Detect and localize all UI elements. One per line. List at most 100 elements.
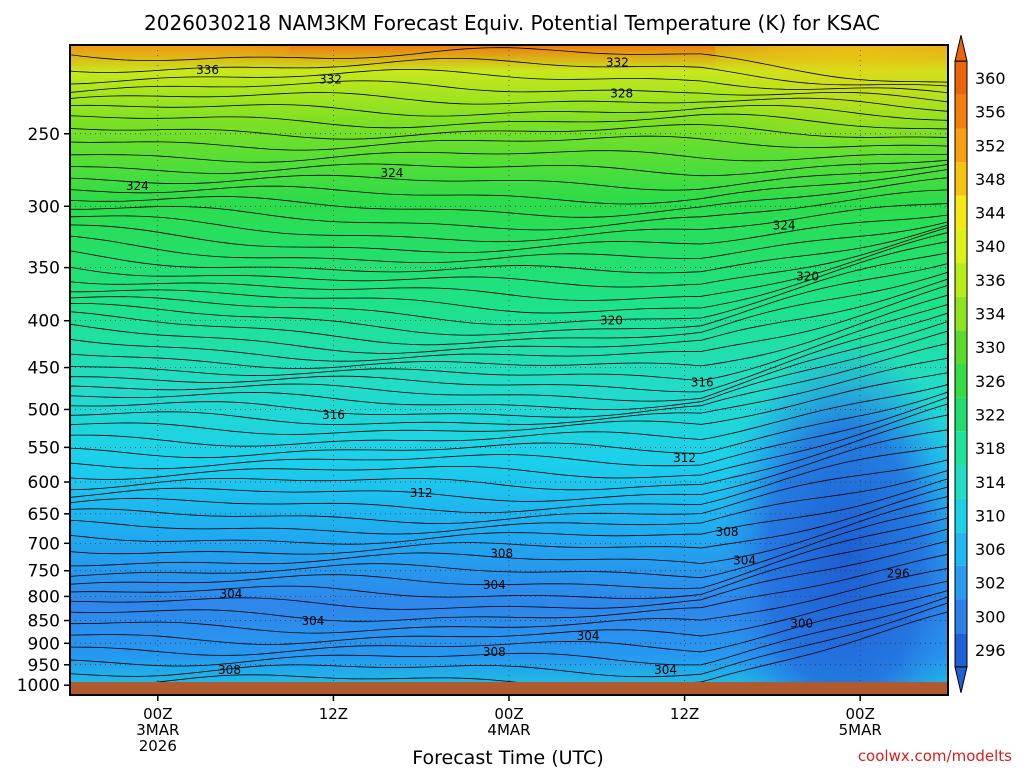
colorbar-label: 326 xyxy=(975,372,1006,391)
colorbar-swatch xyxy=(955,565,967,600)
x-tick-label: 4MAR xyxy=(487,721,530,739)
contour-line xyxy=(70,568,948,634)
contour-line xyxy=(70,611,948,689)
colorbar-frame xyxy=(954,60,968,668)
contour-line xyxy=(70,241,948,314)
y-tick-label: 1000 xyxy=(17,676,60,696)
contour-label: 304 xyxy=(301,614,324,628)
colorbar-label: 344 xyxy=(975,204,1006,223)
cold-trough xyxy=(715,340,948,695)
x-tick-label: 12Z xyxy=(670,705,699,723)
contour-line xyxy=(70,232,948,301)
contour-line xyxy=(70,80,948,103)
contour-line xyxy=(70,189,948,231)
contour-line xyxy=(70,469,948,535)
contour-line xyxy=(70,396,948,470)
colorbar-label: 322 xyxy=(975,405,1006,424)
x-axis-title: Forecast Time (UTC) xyxy=(412,747,603,768)
y-tick-label: 400 xyxy=(28,312,60,332)
contour-label: 304 xyxy=(220,587,243,601)
contour-label: 304 xyxy=(483,578,506,592)
y-axis: 2503003504004505005506006507007508008509… xyxy=(17,125,70,696)
colorbar-swatch xyxy=(955,61,967,95)
colorbar-swatch xyxy=(955,397,967,432)
contour-line xyxy=(70,159,948,177)
contour-label: 296 xyxy=(887,566,910,580)
contour-line xyxy=(70,445,948,514)
x-tick-label: 00Z xyxy=(494,705,523,723)
y-tick-label: 650 xyxy=(28,505,60,525)
contour-line xyxy=(70,150,948,163)
contour-line xyxy=(70,459,948,524)
y-tick-label: 600 xyxy=(28,473,60,493)
contour-label: 308 xyxy=(490,546,513,560)
contour-label: 320 xyxy=(796,270,819,284)
colorbar-label: 352 xyxy=(975,136,1006,155)
contour-label: 324 xyxy=(380,166,403,180)
colorbar-label: 340 xyxy=(975,237,1006,256)
contour-label: 332 xyxy=(319,72,342,86)
y-tick-label: 450 xyxy=(28,359,60,379)
y-tick-label: 850 xyxy=(28,612,60,632)
y-tick-label: 350 xyxy=(28,259,60,279)
colorbar-swatch xyxy=(955,464,967,499)
contour-label: 312 xyxy=(410,486,433,500)
contour-label: 336 xyxy=(196,63,219,77)
contour-line xyxy=(70,294,948,369)
colorbar-label: 336 xyxy=(975,271,1006,290)
y-tick-label: 700 xyxy=(28,534,60,554)
y-tick-label: 250 xyxy=(28,125,60,145)
contour-line xyxy=(70,320,948,402)
colorbar-swatch xyxy=(955,195,967,230)
contour-label: 328 xyxy=(610,87,633,101)
warm-cap xyxy=(715,45,948,195)
contour-line xyxy=(70,391,948,459)
contour-line xyxy=(70,47,948,83)
colorbar-swatch xyxy=(955,296,967,331)
contour-label: 320 xyxy=(600,314,623,328)
contour-line xyxy=(70,384,948,447)
contour-label: 312 xyxy=(673,451,696,465)
contour-label: 304 xyxy=(577,629,600,643)
colorbar-label: 330 xyxy=(975,338,1006,357)
colorbar-swatch xyxy=(955,431,967,465)
colorbar-label: 296 xyxy=(975,641,1006,660)
contour-label: 308 xyxy=(483,645,506,659)
contour-label: 316 xyxy=(322,408,345,422)
y-tick-label: 300 xyxy=(28,197,60,217)
colorbar-label: 302 xyxy=(975,574,1006,593)
x-tick-label: 12Z xyxy=(319,705,348,723)
contour-labels: 336 332 332 328 324 324 324 320 320 316 316 312 312 3… xyxy=(126,56,910,678)
contour-line xyxy=(70,403,948,480)
contour-line xyxy=(70,596,948,667)
colorbar-swatch xyxy=(955,94,967,129)
colorbar-label: 360 xyxy=(975,69,1006,88)
colorbar-swatch xyxy=(955,263,967,297)
colorbar-swatch xyxy=(955,128,967,163)
y-tick-label: 500 xyxy=(28,400,60,420)
contour-line xyxy=(70,357,948,425)
colorbar-label: 356 xyxy=(975,103,1006,122)
colorbar-label: 334 xyxy=(975,305,1006,324)
contour-line xyxy=(70,506,948,579)
contour-line xyxy=(70,252,948,326)
contour-line xyxy=(70,540,948,610)
contour-line xyxy=(70,203,948,243)
contour-line xyxy=(70,135,948,151)
contour-label: 324 xyxy=(773,219,796,233)
contour-line xyxy=(70,553,948,622)
x-tick-label: 00Z xyxy=(143,705,172,723)
contour-line xyxy=(70,177,948,218)
contour-label: 304 xyxy=(733,554,756,568)
colorbar-min-arrow xyxy=(954,666,968,693)
contour-line xyxy=(70,478,948,545)
y-tick-label: 550 xyxy=(28,438,60,458)
colorbar-swatch xyxy=(955,599,967,634)
x-tick-label: 3MAR xyxy=(136,721,179,739)
credit-text: coolwx.com/modelts xyxy=(858,747,1012,765)
contour-line xyxy=(70,589,948,656)
colorbar: 296 300 302 306 310 314 318 322 326 330 334 336 340 3… xyxy=(954,35,1006,693)
contour-label: 308 xyxy=(218,663,241,677)
colorbar-swatch xyxy=(955,162,967,196)
